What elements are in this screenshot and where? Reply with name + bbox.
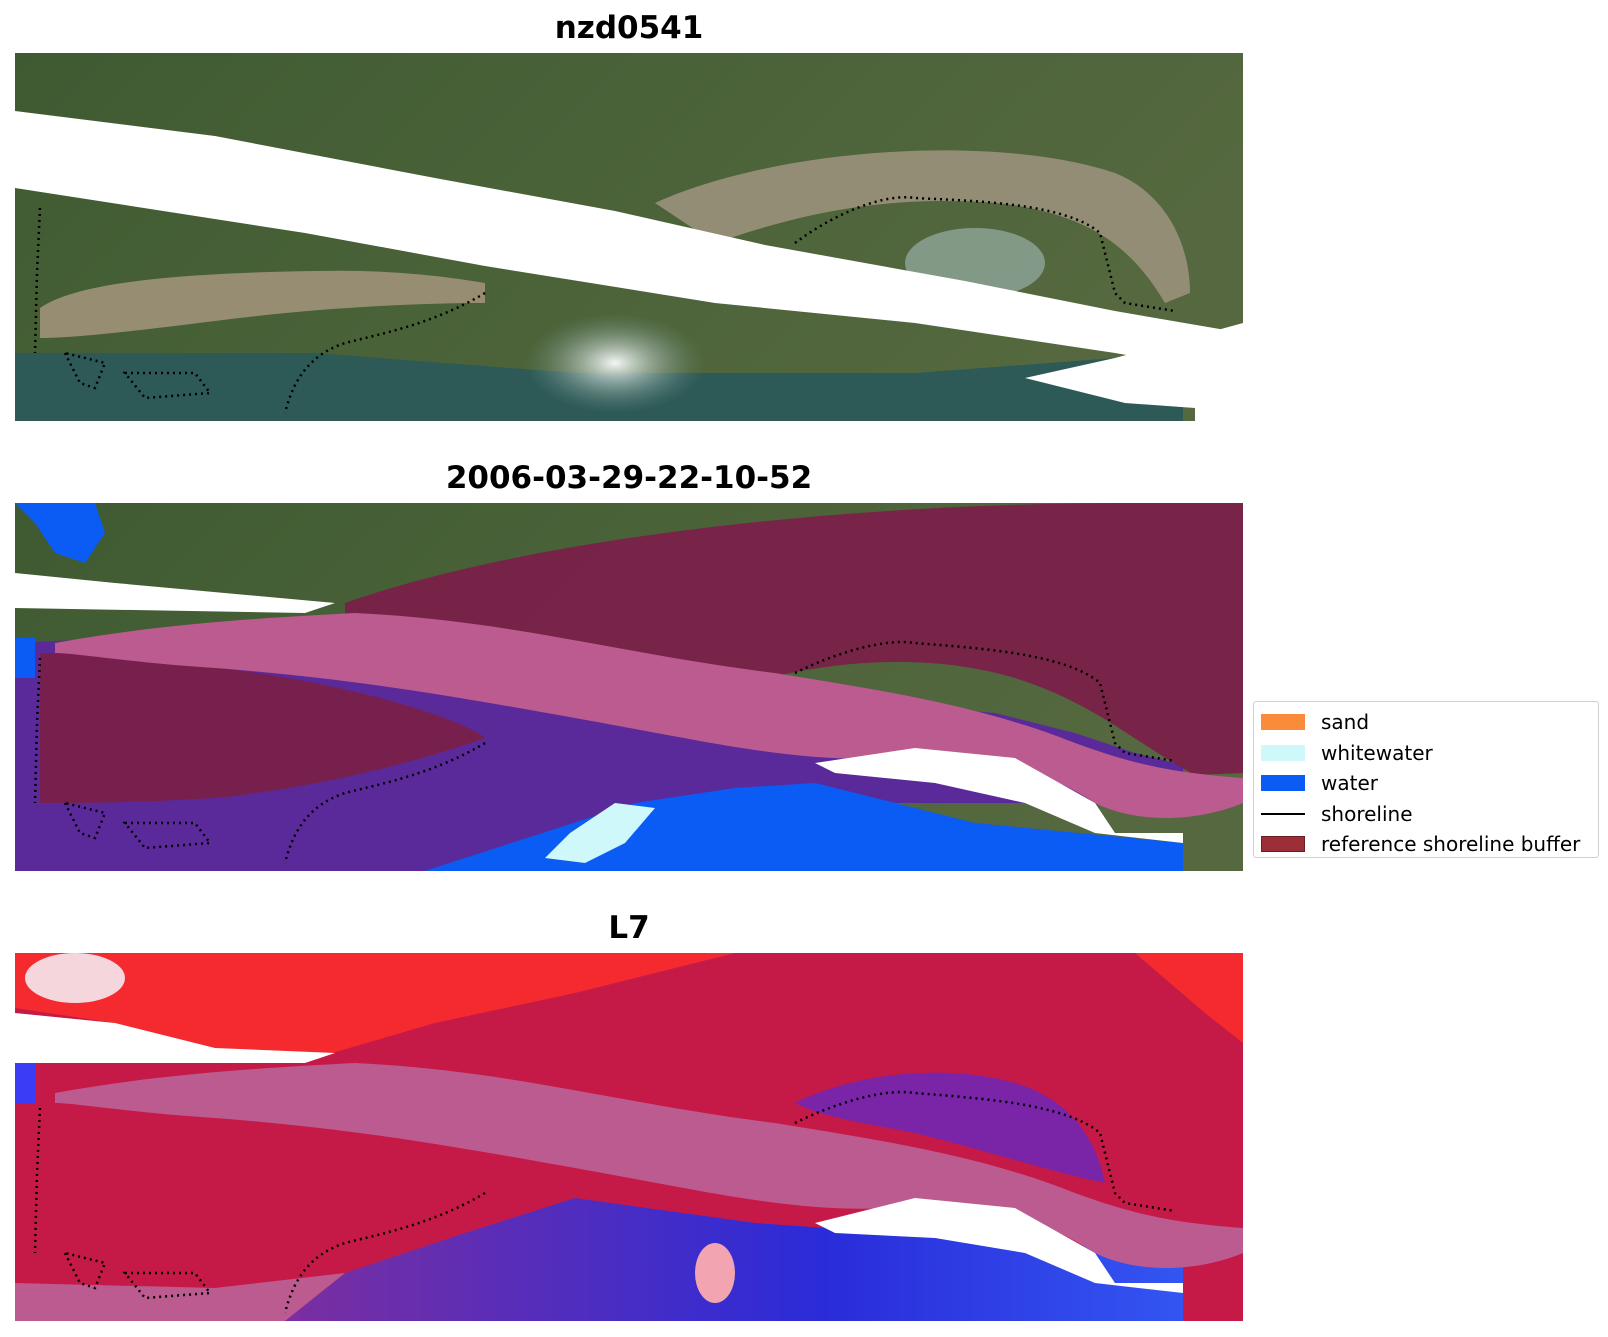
legend-swatch-reference-buffer xyxy=(1261,836,1305,853)
index-map-image xyxy=(15,953,1243,1321)
legend-item-water: water xyxy=(1254,768,1598,799)
index-map-panel xyxy=(15,953,1243,1321)
panel-title-index: L7 xyxy=(608,910,650,946)
legend-label-reference-buffer: reference shoreline buffer xyxy=(1321,832,1581,857)
legend-item-shoreline: shoreline xyxy=(1254,799,1598,830)
panel-title-rgb: nzd0541 xyxy=(554,10,704,46)
legend-item-reference-buffer: reference shoreline buffer xyxy=(1254,829,1598,860)
rgb-image xyxy=(15,53,1243,421)
legend-swatch-sand xyxy=(1261,714,1305,731)
legend: sand whitewater water shoreline referenc… xyxy=(1253,701,1599,858)
panel-title-classification: 2006-03-29-22-10-52 xyxy=(445,460,813,496)
legend-label-shoreline: shoreline xyxy=(1321,801,1413,826)
legend-label-whitewater: whitewater xyxy=(1321,740,1433,765)
legend-label-water: water xyxy=(1321,771,1378,796)
classification-image xyxy=(15,503,1243,871)
legend-label-sand: sand xyxy=(1321,710,1370,735)
legend-item-whitewater: whitewater xyxy=(1254,738,1598,769)
legend-line-shoreline xyxy=(1261,812,1305,815)
classification-panel xyxy=(15,503,1243,871)
legend-item-sand: sand xyxy=(1254,707,1598,738)
legend-swatch-whitewater xyxy=(1261,744,1305,761)
rgb-image-panel xyxy=(15,53,1243,421)
legend-swatch-water xyxy=(1261,775,1305,792)
